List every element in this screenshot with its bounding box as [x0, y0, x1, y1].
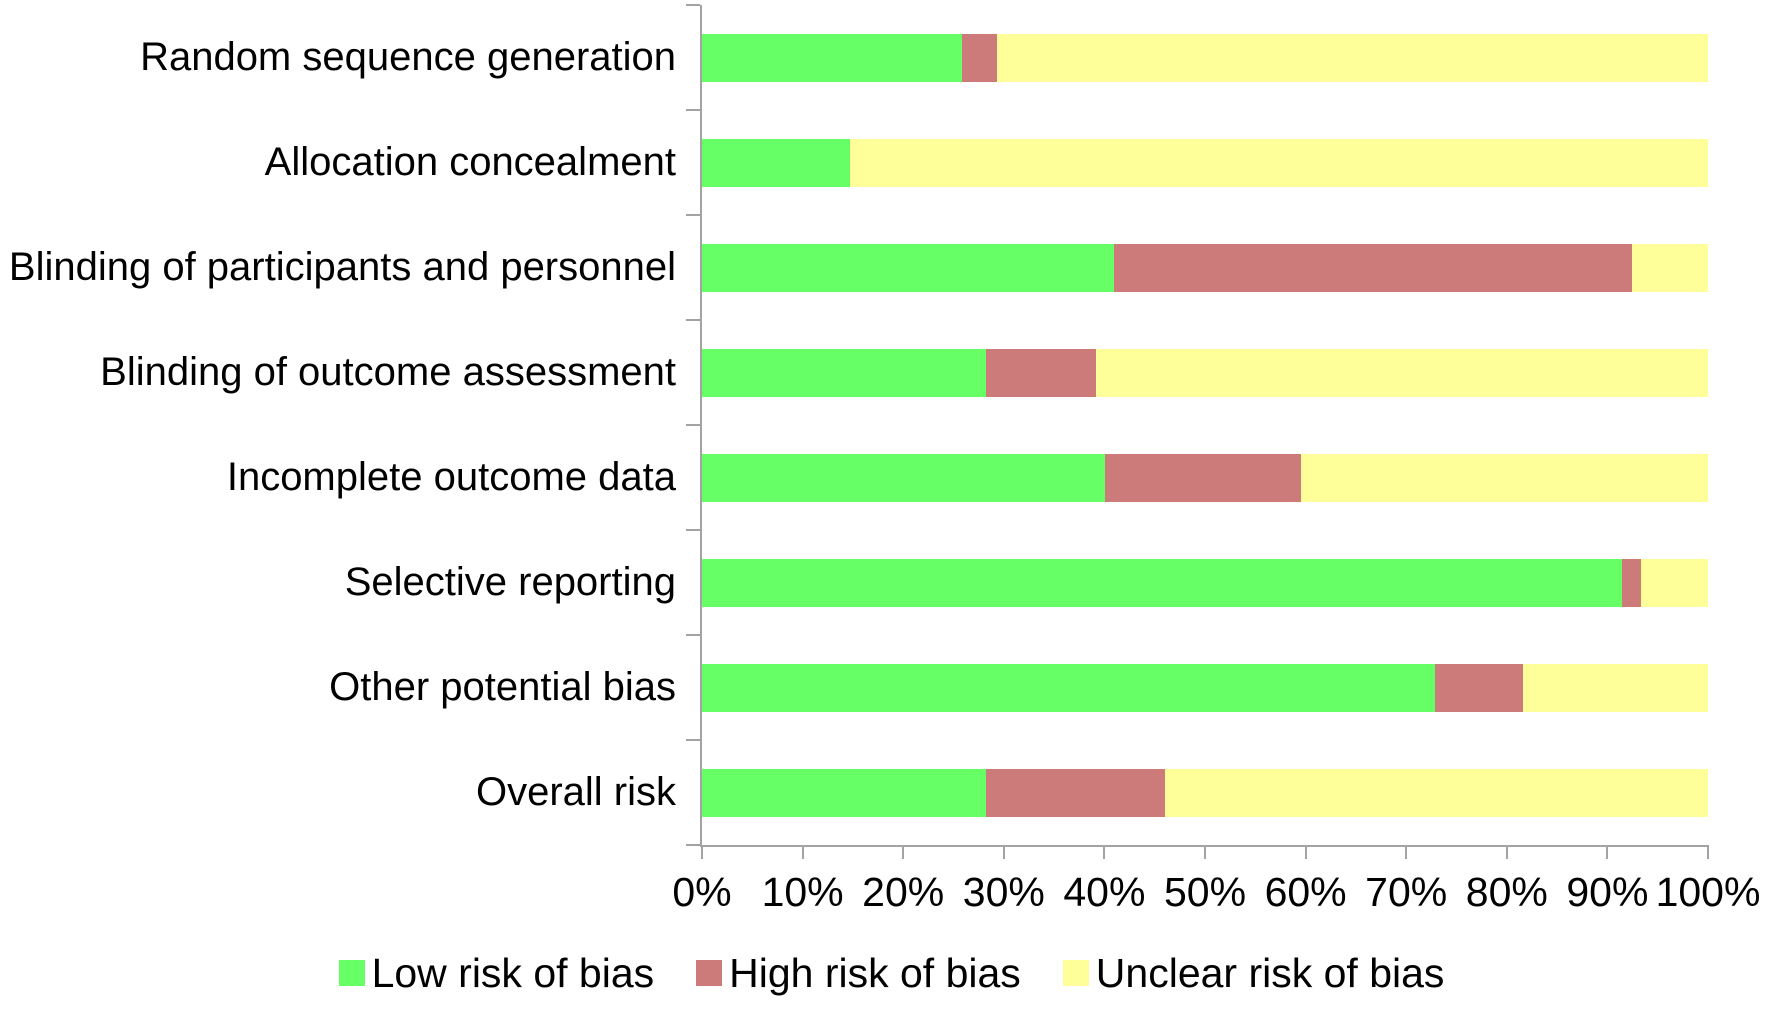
category-label: Random sequence generation [140, 35, 676, 79]
x-axis-tick-label: 90% [1566, 869, 1649, 915]
x-axis-tick-label: 60% [1264, 869, 1347, 915]
bar-segment-low-risk-of-bias [702, 558, 1623, 607]
legend-item-high-risk-of-bias: High risk of bias [696, 950, 1021, 997]
x-axis-tick [1103, 845, 1106, 859]
bar-segment-unclear-risk-of-bias [849, 138, 1708, 187]
stacked-bar [702, 453, 1708, 502]
bar-segment-unclear-risk-of-bias [1096, 348, 1708, 397]
bar-segment-low-risk-of-bias [702, 453, 1106, 502]
x-axis-tick [1606, 845, 1609, 859]
bar-segment-unclear-risk-of-bias [996, 33, 1708, 82]
x-axis-tick [1304, 845, 1307, 859]
x-axis-tick-label: 0% [672, 869, 732, 915]
stacked-bar [702, 348, 1708, 397]
category-label: Selective reporting [344, 560, 676, 604]
stacked-bar [702, 663, 1708, 712]
x-axis-tick-label: 20% [862, 869, 945, 915]
x-axis-tick-label: 70% [1365, 869, 1448, 915]
y-axis-line [700, 5, 702, 845]
category-label: Blinding of outcome assessment [100, 350, 676, 394]
x-axis-tick [1707, 845, 1709, 859]
x-axis-tick [1002, 845, 1005, 859]
category-label: Blinding of participants and personnel [8, 245, 676, 289]
bar-segment-low-risk-of-bias [702, 243, 1115, 292]
x-axis-tick-label: 50% [1163, 869, 1247, 915]
legend-label: Low risk of bias [371, 949, 655, 996]
x-axis-tick-label: 30% [962, 869, 1045, 915]
bar-segment-high-risk-of-bias [961, 33, 997, 82]
stacked-bar [702, 138, 1708, 187]
y-axis-tick [686, 319, 700, 321]
legend-swatch-icon [696, 960, 723, 986]
bar-segment-unclear-risk-of-bias [1300, 453, 1708, 502]
legend-item-low-risk-of-bias: Low risk of bias [338, 949, 655, 997]
y-axis-tick [686, 4, 700, 6]
x-axis-tick [1405, 845, 1408, 859]
x-axis-tick [902, 845, 905, 859]
x-axis-tick [801, 845, 804, 859]
legend-label: Unclear risk of bias [1095, 949, 1445, 996]
legend-label: High risk of bias [729, 949, 1021, 996]
y-axis-tick [686, 739, 700, 741]
category-label: Allocation concealment [264, 140, 676, 184]
x-axis-tick [701, 845, 703, 859]
x-axis-tick-label: 80% [1465, 869, 1548, 915]
x-axis-tick-label: 40% [1063, 869, 1146, 915]
bar-segment-unclear-risk-of-bias [1631, 243, 1708, 292]
y-axis-tick [686, 424, 700, 426]
bar-segment-high-risk-of-bias [1114, 243, 1632, 292]
stacked-bar [702, 33, 1708, 82]
bar-segment-low-risk-of-bias [702, 663, 1436, 712]
chart-legend: Low risk of bias High risk of bias Unclear… [0, 938, 1783, 1008]
x-axis-tick-label: 100% [1655, 869, 1761, 915]
y-axis-tick [686, 109, 700, 111]
y-axis-tick [686, 844, 700, 846]
bar-segment-low-risk-of-bias [702, 348, 986, 397]
x-axis-tick [1505, 845, 1508, 859]
bar-segment-high-risk-of-bias [1435, 663, 1523, 712]
y-axis-tick [686, 634, 700, 636]
bar-segment-unclear-risk-of-bias [1522, 663, 1708, 712]
x-axis-tick [1204, 845, 1206, 859]
bar-segment-high-risk-of-bias [985, 348, 1097, 397]
x-axis-tick-label: 10% [761, 869, 844, 915]
legend-item-unclear-risk-of-bias: Unclear risk of bias [1062, 949, 1445, 997]
bar-segment-unclear-risk-of-bias [1164, 768, 1708, 817]
category-label: Incomplete outcome data [226, 455, 676, 499]
y-axis-tick [686, 214, 700, 216]
stacked-bar [702, 768, 1708, 817]
bar-segment-high-risk-of-bias [1105, 453, 1301, 502]
category-label: Overall risk [475, 770, 676, 814]
bar-segment-low-risk-of-bias [702, 138, 850, 187]
stacked-bar [702, 243, 1708, 292]
stacked-bar [702, 558, 1708, 607]
bar-segment-unclear-risk-of-bias [1640, 558, 1708, 607]
legend-swatch-icon [338, 960, 365, 986]
bar-segment-low-risk-of-bias [702, 33, 962, 82]
category-label: Other potential bias [329, 665, 676, 709]
y-axis-tick [686, 529, 700, 531]
bar-segment-high-risk-of-bias [1622, 558, 1641, 607]
legend-swatch-icon [1062, 960, 1089, 986]
bar-segment-low-risk-of-bias [702, 768, 986, 817]
bar-segment-high-risk-of-bias [985, 768, 1165, 817]
